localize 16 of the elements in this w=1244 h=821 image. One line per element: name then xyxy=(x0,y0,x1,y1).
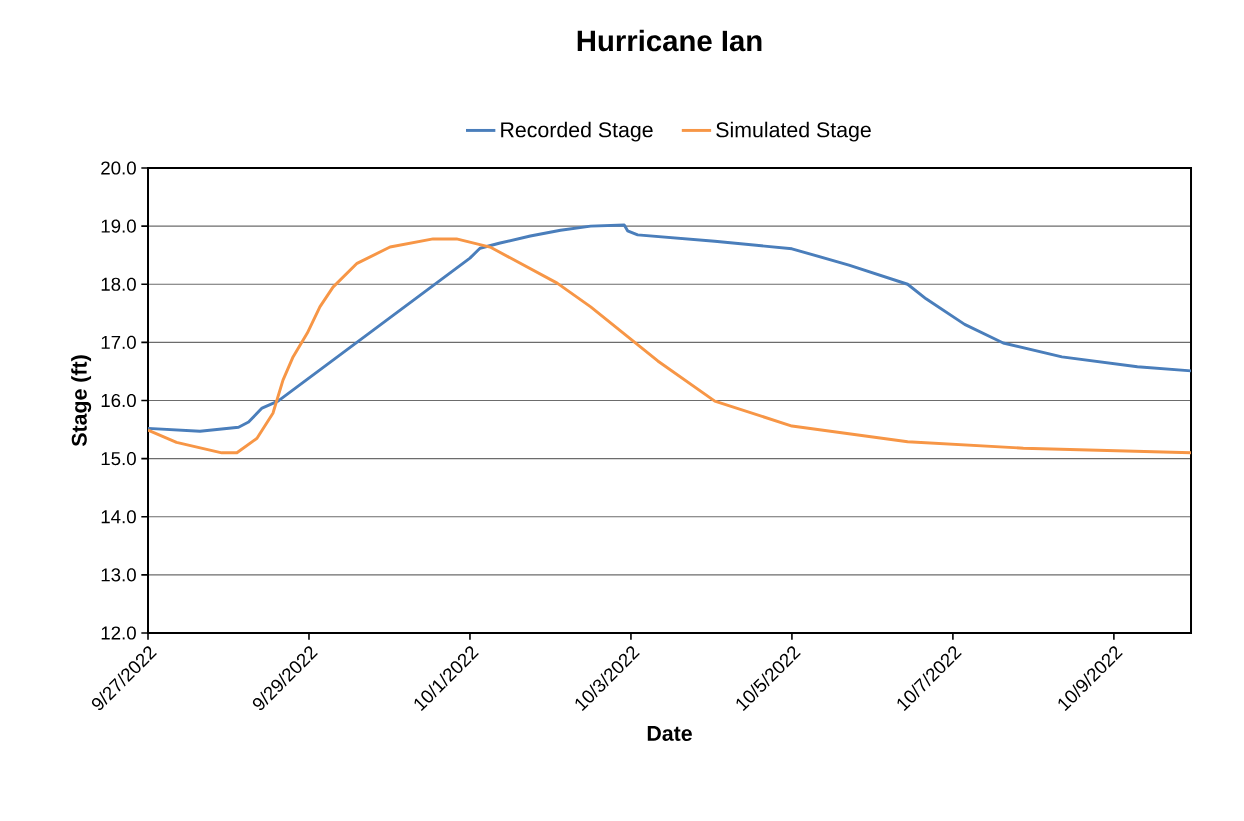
legend-label: Recorded Stage xyxy=(501,121,653,142)
y-tick-label: 18.0 xyxy=(101,277,136,291)
y-tick-label: 16.0 xyxy=(101,393,136,408)
y-tick-label: 12.0 xyxy=(101,626,136,640)
x-axis-title: Date xyxy=(647,726,692,741)
legend-label: Simulated Stage xyxy=(716,121,871,142)
chart-title: Hurricane Ian xyxy=(577,29,762,52)
y-tick-label: 20.0 xyxy=(101,161,136,175)
y-tick-label: 14.0 xyxy=(101,510,136,524)
y-tick-label: 13.0 xyxy=(101,568,136,582)
line-series xyxy=(148,237,1192,455)
y-axis-title: Stage (ft) xyxy=(71,355,92,447)
y-tick-label: 17.0 xyxy=(101,335,136,349)
y-tick-label: 19.0 xyxy=(101,219,136,233)
line-series xyxy=(148,223,1192,433)
y-tick-label: 15.0 xyxy=(101,452,136,466)
